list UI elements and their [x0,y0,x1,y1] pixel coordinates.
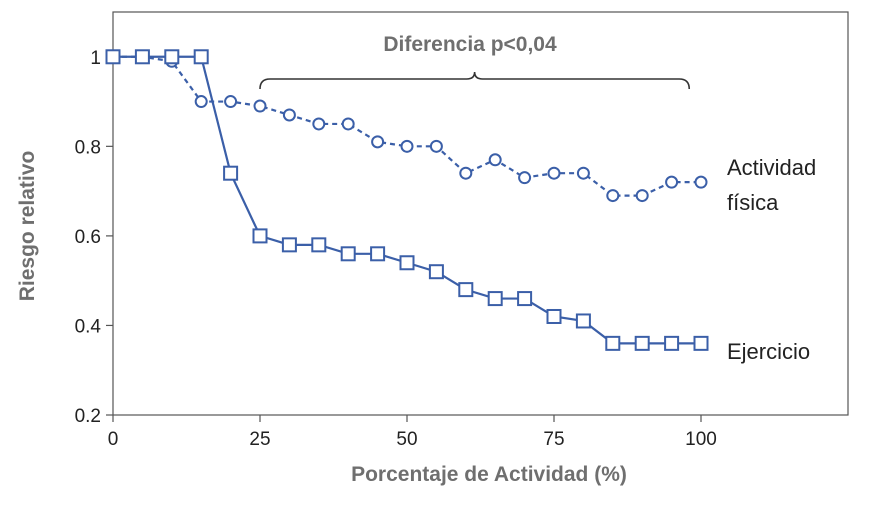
y-tick-label: 1 [90,48,101,69]
data-point-circle [400,139,414,153]
significance-brace [259,71,691,90]
data-point-square [311,237,327,253]
x-axis-title: Porcentaje de Actividad (%) [351,463,627,486]
data-point-circle [606,189,620,203]
x-tick-label: 0 [108,429,119,450]
data-point-circle [547,166,561,180]
data-point-square [134,49,150,65]
annotation-brace [259,71,691,90]
data-point-circle [576,166,590,180]
data-point-square [517,291,533,307]
data-point-square [487,291,503,307]
y-tick-label: 0.8 [75,137,101,158]
data-point-square [105,49,121,65]
data-point-square [634,335,650,351]
data-point-square [458,282,474,298]
data-point-square [546,308,562,324]
series-actividad-fisica [106,50,708,203]
series-line [113,55,701,197]
series-label-actividad-line-2: física [727,190,779,215]
data-point-circle [518,171,532,185]
x-tick-label: 75 [543,429,564,450]
data-point-circle [459,166,473,180]
y-axis-title: Riesgo relativo [16,151,39,302]
data-point-square [223,165,239,181]
data-point-square [281,237,297,253]
x-tick-label: 25 [249,429,270,450]
data-point-circle [665,175,679,189]
data-point-circle [429,139,443,153]
y-tick-label: 0.2 [75,406,101,427]
data-point-circle [488,153,502,167]
x-tick-label: 100 [685,429,717,450]
data-point-square [399,255,415,271]
data-point-square [370,246,386,262]
data-point-square [428,264,444,280]
series-layer [105,49,709,351]
data-point-square [664,335,680,351]
data-point-circle [282,108,296,122]
series-label-ejercicio: Ejercicio [727,339,810,364]
data-point-square [164,49,180,65]
data-point-circle [224,95,238,109]
annotation-text: Diferencia p<0,04 [383,33,557,56]
data-point-circle [341,117,355,131]
data-point-square [193,49,209,65]
axis-ticks: 0 25 50 75 100 0.2 0.4 0.6 0.8 1 [75,48,717,450]
data-point-circle [371,135,385,149]
series-label-actividad-line-1: Actividad [727,155,816,180]
data-point-square [605,335,621,351]
data-point-square [252,228,268,244]
plot-frame [112,11,849,416]
data-point-square [575,313,591,329]
series-ejercicio [105,49,709,351]
data-point-square [693,335,709,351]
x-tick-label: 50 [396,429,417,450]
y-tick-label: 0.6 [75,227,101,248]
data-point-circle [194,95,208,109]
y-tick-label: 0.4 [75,316,102,337]
data-point-circle [253,99,267,113]
data-point-circle [694,175,708,189]
data-point-square [340,246,356,262]
data-point-circle [312,117,326,131]
data-point-circle [635,189,649,203]
